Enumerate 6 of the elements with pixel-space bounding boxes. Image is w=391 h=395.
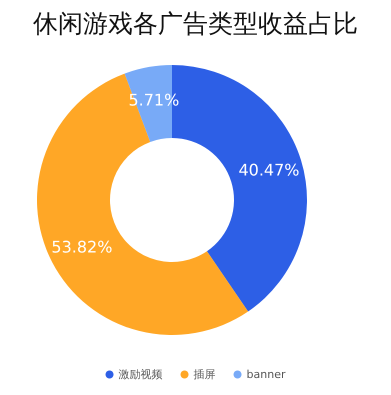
legend-label: 激励视频 [118,368,163,381]
legend-label: banner [246,368,286,381]
data-label: 40.47% [238,160,300,180]
chart-title: 休闲游戏各广告类型收益占比 [33,9,358,38]
data-label: 53.82% [51,237,112,256]
legend-label: 插屏 [194,368,216,381]
